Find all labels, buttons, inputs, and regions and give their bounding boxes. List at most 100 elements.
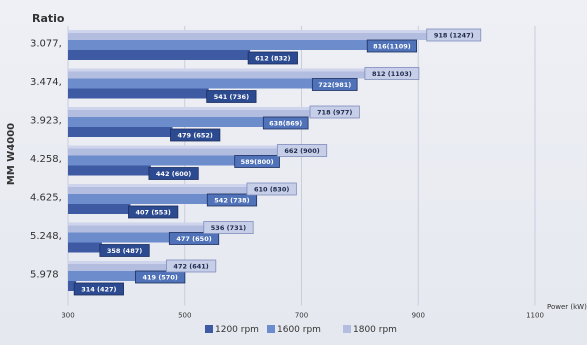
data-label-text: 358 (487) — [107, 247, 142, 255]
data-label: 536 (731) — [203, 221, 254, 234]
bar — [68, 281, 77, 291]
legend-swatch — [205, 325, 213, 333]
data-label-box — [426, 28, 482, 42]
data-label-box — [166, 259, 217, 273]
data-label-text: 918 (1247) — [434, 32, 474, 40]
category-label: 3.474, — [30, 77, 62, 88]
bar — [68, 222, 206, 233]
data-label: 812 (1103) — [364, 67, 420, 80]
data-label-box — [366, 39, 418, 53]
data-label-text: 314 (427) — [81, 286, 116, 294]
data-label-text: 472 (641) — [173, 263, 208, 271]
data-label: 589(800) — [234, 155, 280, 168]
data-label-box — [135, 270, 186, 284]
data-label: 419 (570) — [135, 270, 186, 284]
data-label-box — [309, 105, 360, 119]
data-label: 918 (1247) — [426, 28, 482, 42]
legend-swatch — [267, 325, 275, 333]
x-axis-label: Power (kW) — [547, 303, 587, 311]
data-label-box — [148, 167, 199, 180]
bar-highlight — [68, 107, 313, 110]
category-label: 4.258, — [30, 154, 62, 165]
data-label-text: 589(800) — [241, 158, 274, 166]
bar — [68, 165, 151, 176]
data-label: 358 (487) — [99, 244, 150, 257]
data-label: 722(981) — [311, 78, 358, 91]
data-label: 542 (738) — [206, 193, 258, 207]
bar-highlight — [68, 30, 429, 33]
data-label-box — [311, 78, 358, 91]
data-label-box — [234, 155, 280, 168]
x-tick-label: 1100 — [526, 312, 544, 320]
bar-highlight — [68, 261, 169, 264]
bar — [68, 78, 315, 89]
x-tick-labels: 300 500 700 900 1100 — [61, 312, 544, 320]
category-label: 5.248, — [30, 231, 62, 242]
bar — [68, 204, 131, 214]
data-label-box — [206, 193, 258, 207]
legend: 1200 rpm 1600 rpm 1800 rpm — [205, 325, 397, 335]
bar — [68, 194, 210, 204]
data-label-box — [276, 144, 328, 157]
bar — [68, 107, 313, 117]
data-label-text: 612 (832) — [255, 55, 290, 63]
x-tick-label: 500 — [178, 312, 191, 320]
data-label-text: 638(869) — [269, 120, 302, 128]
data-label-text: 536 (731) — [211, 224, 246, 232]
data-label-text: 541 (736) — [214, 93, 249, 101]
bar — [68, 184, 249, 194]
data-label-text: 722(981) — [318, 81, 351, 89]
legend-label: 1800 rpm — [353, 325, 397, 335]
data-label-text: 542 (738) — [214, 197, 249, 205]
data-label-box — [247, 51, 298, 65]
bar — [68, 30, 429, 40]
data-label: 407 (553) — [128, 205, 179, 219]
data-label-text: 610 (830) — [254, 186, 289, 194]
data-label-text: 479 (652) — [178, 132, 213, 140]
data-label: 472 (641) — [166, 259, 217, 273]
data-label-box — [99, 244, 150, 257]
bar — [68, 232, 172, 243]
data-label: 612 (832) — [247, 51, 298, 65]
data-label: 610 (830) — [246, 182, 297, 196]
data-label-box — [262, 116, 309, 130]
bar — [68, 68, 367, 79]
data-label-box — [170, 128, 221, 142]
data-label: 479 (652) — [170, 128, 221, 142]
data-label-text: 718 (977) — [317, 109, 352, 117]
data-label-box — [128, 205, 179, 219]
y-axis-label: MM W4000 — [6, 123, 17, 185]
data-label-text: 442 (600) — [156, 170, 191, 178]
data-label-text: 812 (1103) — [372, 70, 412, 78]
data-label-box — [203, 221, 254, 234]
data-label-text: 419 (570) — [142, 274, 177, 282]
legend-label: 1200 rpm — [215, 325, 259, 335]
bar-highlight — [68, 184, 249, 187]
category-label: 3.923, — [30, 115, 62, 126]
data-label: 638(869) — [262, 116, 309, 130]
data-label: 718 (977) — [309, 105, 360, 119]
legend-label: 1600 rpm — [277, 325, 321, 335]
data-label: 662 (900) — [276, 144, 328, 157]
data-label: 541 (736) — [206, 90, 257, 103]
bar — [68, 271, 138, 281]
bar — [68, 261, 169, 271]
category-label: 4.625, — [30, 192, 62, 203]
bar — [68, 88, 209, 99]
category-labels: 3.077, 3.474, 3.923, 4.258, 4.625, 5.248, 5.97… — [30, 38, 62, 280]
bar-highlight — [68, 222, 206, 226]
data-label: 477 (650) — [168, 232, 220, 245]
data-label-box — [206, 90, 257, 103]
chart-title: Ratio — [32, 12, 65, 25]
bar — [68, 145, 280, 156]
x-tick-label: 700 — [295, 312, 308, 320]
bar-highlight — [68, 68, 367, 72]
data-label-text: 407 (553) — [135, 209, 170, 217]
bar-highlight — [68, 145, 280, 149]
bar — [68, 155, 237, 166]
category-label: 5.978 — [30, 269, 59, 280]
data-label: 816(1109) — [366, 39, 418, 53]
data-label-box — [73, 282, 124, 296]
